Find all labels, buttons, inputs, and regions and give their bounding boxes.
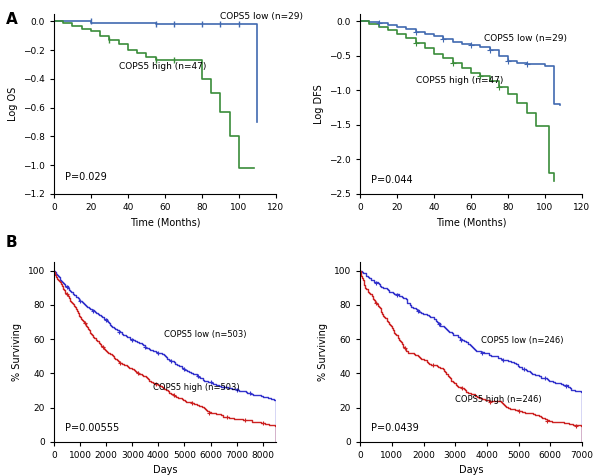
X-axis label: Days: Days (152, 466, 177, 475)
X-axis label: Time (Months): Time (Months) (436, 218, 506, 228)
Y-axis label: Log DFS: Log DFS (314, 84, 323, 124)
Text: A: A (6, 12, 18, 27)
Y-axis label: % Surviving: % Surviving (319, 323, 328, 381)
Text: COPS5 high (n=503): COPS5 high (n=503) (153, 383, 240, 392)
Text: P=0.044: P=0.044 (371, 175, 413, 185)
X-axis label: Time (Months): Time (Months) (130, 218, 200, 228)
Text: COPS5 low (n=29): COPS5 low (n=29) (484, 34, 567, 42)
Text: COPS5 high (n=47): COPS5 high (n=47) (119, 62, 206, 71)
Text: P=0.0439: P=0.0439 (371, 423, 419, 433)
Y-axis label: % Surviving: % Surviving (12, 323, 22, 381)
X-axis label: Days: Days (459, 466, 484, 475)
Text: COPS5 low (n=246): COPS5 low (n=246) (481, 335, 563, 344)
Text: COPS5 low (n=29): COPS5 low (n=29) (220, 12, 304, 21)
Text: P=0.00555: P=0.00555 (65, 423, 119, 433)
Text: B: B (6, 235, 17, 250)
Text: COPS5 high (n=246): COPS5 high (n=246) (455, 395, 542, 404)
Text: COPS5 high (n=47): COPS5 high (n=47) (416, 76, 503, 86)
Text: P=0.029: P=0.029 (65, 171, 107, 181)
Text: COPS5 low (n=503): COPS5 low (n=503) (164, 331, 246, 340)
Y-axis label: Log OS: Log OS (8, 87, 17, 121)
